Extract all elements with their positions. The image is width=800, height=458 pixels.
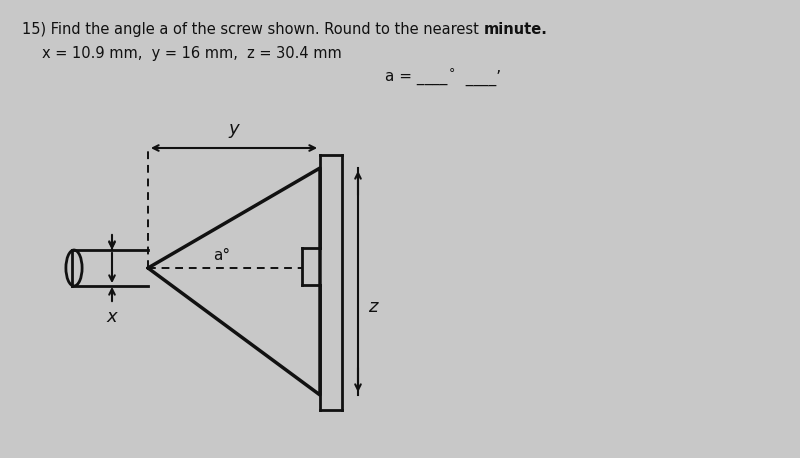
Text: 15) Find the angle a of the screw shown. Round to the nearest: 15) Find the angle a of the screw shown.… bbox=[22, 22, 483, 37]
Text: x = 10.9 mm,  y = 16 mm,  z = 30.4 mm: x = 10.9 mm, y = 16 mm, z = 30.4 mm bbox=[42, 46, 342, 61]
Text: ____’: ____’ bbox=[456, 70, 501, 86]
Text: x: x bbox=[106, 308, 118, 326]
Text: a°: a° bbox=[213, 249, 230, 263]
Text: z: z bbox=[368, 298, 378, 316]
Text: y: y bbox=[229, 120, 239, 138]
Text: °: ° bbox=[449, 67, 455, 80]
Text: minute.: minute. bbox=[484, 22, 548, 37]
Text: a = ____: a = ____ bbox=[385, 70, 447, 85]
